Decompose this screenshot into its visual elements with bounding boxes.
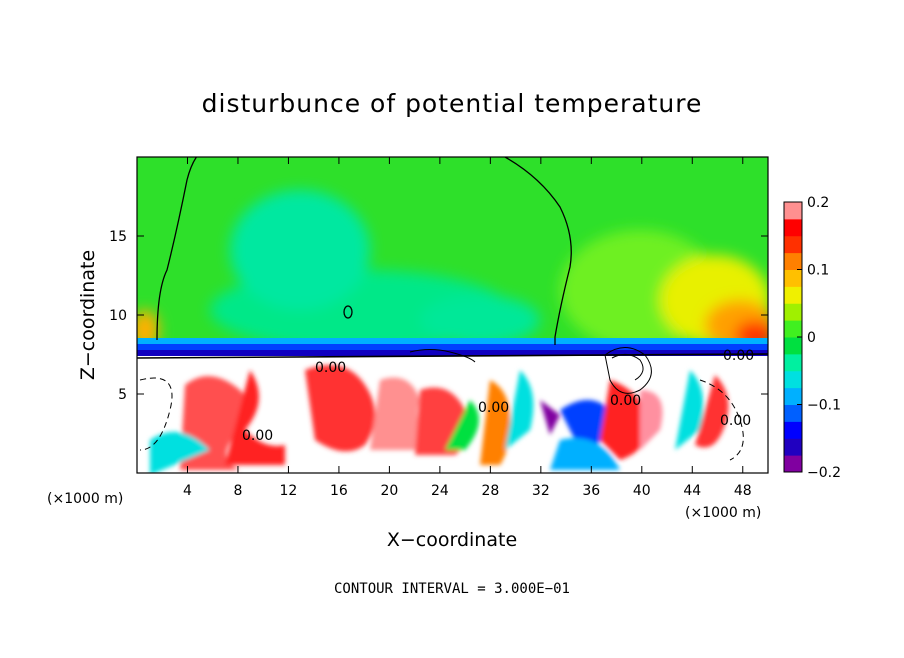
colorbar-swatch xyxy=(784,202,802,220)
colorbar-swatch xyxy=(784,252,802,270)
contour-label: 0.00 xyxy=(723,348,754,364)
colorbar-swatch xyxy=(784,320,802,338)
x-tick-label: 8 xyxy=(233,483,242,499)
contour-interval-note: CONTOUR INTERVAL = 3.000E−01 xyxy=(334,581,570,597)
colorbar-swatch xyxy=(784,421,802,439)
x-tick-label: 48 xyxy=(734,483,752,499)
x-tick-label: 44 xyxy=(683,483,701,499)
x-axis: 4 8 12 16 20 24 28 32 36 40 44 48 xyxy=(183,157,752,499)
colorbar-ticks: 0.2 0.1 0 −0.1 −0.2 xyxy=(797,195,841,481)
y-axis-label: Z−coordinate xyxy=(77,250,99,380)
colorbar-tick-label: 0 xyxy=(807,330,816,346)
heatmap-field xyxy=(137,157,768,473)
colorbar-swatch xyxy=(784,218,802,237)
x-tick-label: 36 xyxy=(582,483,600,499)
colorbar-swatch xyxy=(784,387,802,405)
colorbar-tick-label: 0.1 xyxy=(807,263,829,279)
colorbar-swatch xyxy=(784,337,802,355)
colorbar xyxy=(783,201,803,473)
x-tick-label: 40 xyxy=(633,483,651,499)
colorbar-swatch xyxy=(784,353,802,372)
contour-label: 0.00 xyxy=(720,413,751,429)
y-axis: 5 10 15 xyxy=(109,229,768,403)
contour-lines xyxy=(137,157,768,461)
contour-label: 0.00 xyxy=(478,400,509,416)
colorbar-swatch xyxy=(784,269,802,287)
y-tick-label: 5 xyxy=(118,387,127,403)
colorbar-swatch xyxy=(784,235,802,254)
colorbar-swatch xyxy=(784,303,802,321)
x-unit-label: (×1000 m) xyxy=(685,505,761,521)
x-tick-label: 32 xyxy=(532,483,550,499)
x-tick-label: 16 xyxy=(330,483,348,499)
colorbar-swatch xyxy=(784,404,802,422)
colorbar-swatch xyxy=(784,370,802,389)
x-tick-label: 4 xyxy=(183,483,192,499)
colorbar-tick-label: −0.1 xyxy=(807,398,841,414)
chart-title: disturbunce of potential temperature xyxy=(202,89,703,118)
contour-label: 0.00 xyxy=(315,360,346,376)
y-tick-label: 15 xyxy=(109,229,127,245)
x-tick-label: 12 xyxy=(280,483,298,499)
x-axis-label: X−coordinate xyxy=(387,529,517,551)
colorbar-swatch xyxy=(784,438,802,456)
colorbar-tick-label: −0.2 xyxy=(807,465,841,481)
y-unit-label: (×1000 m) xyxy=(47,491,123,507)
x-tick-label: 20 xyxy=(380,483,398,499)
contour-label: 0.00 xyxy=(242,428,273,444)
contour-label: 0.00 xyxy=(610,393,641,409)
colorbar-swatch xyxy=(784,455,802,473)
colorbar-swatch xyxy=(784,286,802,304)
colorbar-tick-label: 0.2 xyxy=(807,195,829,211)
x-tick-label: 24 xyxy=(431,483,449,499)
y-tick-label: 10 xyxy=(109,308,127,324)
contour-labels: 0.00 0.00 0.00 0.00 0.00 0.00 xyxy=(242,348,754,444)
x-tick-label: 28 xyxy=(481,483,499,499)
